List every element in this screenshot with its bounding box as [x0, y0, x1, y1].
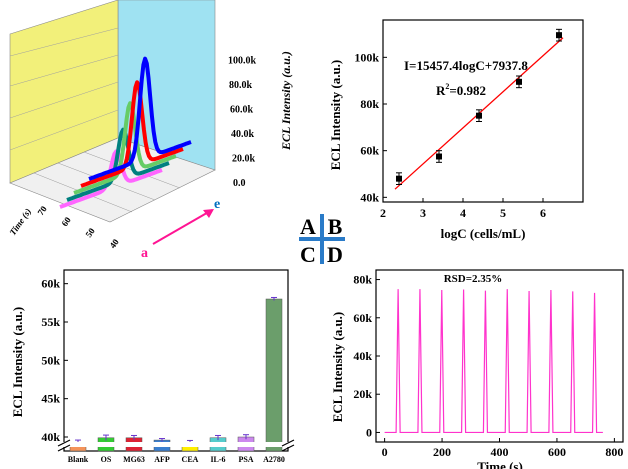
- plot-frame: [375, 269, 624, 443]
- axis-ticks: 40k 45k 50k 55k 60k: [41, 277, 68, 444]
- category-label: Blank: [68, 455, 89, 464]
- y-tick-label: 60k: [353, 311, 372, 325]
- badge-c: C: [300, 242, 316, 266]
- x-tick-label: 200: [433, 445, 451, 459]
- waterfall-curve-b: [66, 127, 170, 202]
- category-labels: Blank OS MG63 AFP CEA IL-6 PSA A2780: [68, 455, 285, 464]
- z-tick-label: 0.0: [233, 178, 246, 189]
- data-point: [556, 32, 562, 39]
- badge-d: D: [327, 242, 343, 266]
- z-axis-tick-labels: 0.0 20.0k 40.0k 60.0k 80.0k 100.0k: [228, 56, 257, 190]
- data-point: [476, 112, 482, 119]
- waterfall-curve-d: [80, 80, 184, 188]
- time-tick-label: 50: [83, 226, 97, 240]
- axis-break-marks: [57, 439, 296, 452]
- x-axis-label: Time (s): [477, 459, 523, 469]
- y-tick-label: 45k: [41, 392, 60, 406]
- category-label: IL-6: [210, 455, 225, 464]
- ecl-trace: [384, 289, 603, 434]
- plot-frame: [63, 269, 289, 452]
- r-squared: R2=0.982: [436, 82, 486, 98]
- waterfall-curve-a: [59, 149, 163, 209]
- x-tick-label: 4: [460, 206, 466, 220]
- category-label: A2780: [263, 455, 285, 464]
- y-tick-label: 55k: [41, 315, 60, 329]
- waterfall-curve-c: [73, 101, 177, 195]
- bar-a2780: [265, 298, 283, 452]
- x-tick-label: 2: [380, 206, 386, 220]
- y-tick-label: 50k: [41, 353, 60, 367]
- fit-equation: I=15457.4logC+7937.8: [404, 58, 528, 73]
- y-axis-label: ECL Intensity (a.u.): [330, 312, 345, 423]
- x-axis-label: logC (cells/mL): [441, 226, 526, 241]
- y-tick-label: 20k: [353, 387, 372, 401]
- x-tick-label: 6: [540, 206, 546, 220]
- x-tick-label: 600: [548, 445, 566, 459]
- z-tick-label: 80.0k: [229, 80, 253, 91]
- category-label: PSA: [238, 455, 253, 464]
- category-label: OS: [101, 455, 112, 464]
- z-tick-label: 100.0k: [228, 56, 257, 67]
- panel-a-waterfall-chart: 0.0 20.0k 40.0k 60.0k 80.0k 100.0k ECL Intens…: [7, 0, 293, 261]
- x-tick-label: 0: [382, 445, 388, 459]
- series-arrow: [152, 209, 213, 245]
- time-tick-label: 60: [59, 215, 73, 229]
- panel-d-stability-chart: 0 200 400 600 800 0 20k 40k 60k 80k RSD=2.35% ECL…: [330, 269, 624, 469]
- data-point: [436, 153, 442, 160]
- time-tick-label: 40: [107, 237, 121, 251]
- z-tick-label: 60.0k: [230, 105, 254, 116]
- series-arrow-head: [203, 209, 214, 218]
- y-axis-label: ECL Intensity (a.u.): [10, 307, 25, 418]
- x-tick-label: 800: [605, 445, 623, 459]
- category-label: MG63: [123, 455, 145, 464]
- category-label: CEA: [182, 455, 199, 464]
- y-tick-label: 100k: [354, 50, 379, 64]
- y-tick-label: 40k: [360, 190, 379, 204]
- data-point: [516, 78, 522, 85]
- y-tick-label: 0: [366, 425, 372, 439]
- axis-ticks: 2 3 4 5 6 40k 60k 80k 100k: [354, 50, 546, 220]
- panel-c-selectivity-chart: 40k 45k 50k 55k 60k Blank OS MG63 AFP CEA IL-6 PSA…: [10, 269, 296, 464]
- x-tick-label: 400: [491, 445, 509, 459]
- waterfall-curves: [59, 56, 192, 209]
- z-tick-label: 20.0k: [232, 154, 256, 165]
- y-tick-label: 40k: [353, 349, 372, 363]
- z-axis-label: ECL Intensity (a.u.): [279, 51, 293, 151]
- category-label: AFP: [154, 455, 170, 464]
- data-points: [396, 28, 562, 185]
- y-tick-label: 60k: [360, 144, 379, 158]
- z-tick-label: 40.0k: [231, 129, 255, 140]
- x-tick-label: 3: [420, 206, 426, 220]
- plot-frame: [382, 19, 584, 203]
- badge-a: A: [300, 214, 316, 239]
- y-axis-label: ECL Intensity (a.u.): [328, 60, 343, 171]
- bars: [69, 296, 283, 452]
- series-end-label: e: [214, 197, 220, 212]
- waterfall-curve-e: [88, 56, 192, 181]
- y-tick-label: 60k: [41, 277, 60, 291]
- time-axis-label: Time (s): [7, 207, 33, 238]
- badge-b: B: [328, 214, 343, 239]
- series-start-label: a: [141, 246, 148, 261]
- y-tick-label: 40k: [41, 430, 60, 444]
- x-tick-label: 5: [500, 206, 506, 220]
- panel-index-badge: A B C D: [296, 212, 348, 267]
- rsd-annotation: RSD=2.35%: [444, 273, 503, 285]
- wall-grid: [9, 27, 119, 151]
- y-tick-label: 80k: [353, 273, 372, 287]
- axis-ticks: 0 200 400 600 800 0 20k 40k 60k 80k: [353, 273, 623, 459]
- time-tick-label: 70: [35, 204, 49, 218]
- data-point: [396, 175, 402, 182]
- y-tick-label: 80k: [360, 97, 379, 111]
